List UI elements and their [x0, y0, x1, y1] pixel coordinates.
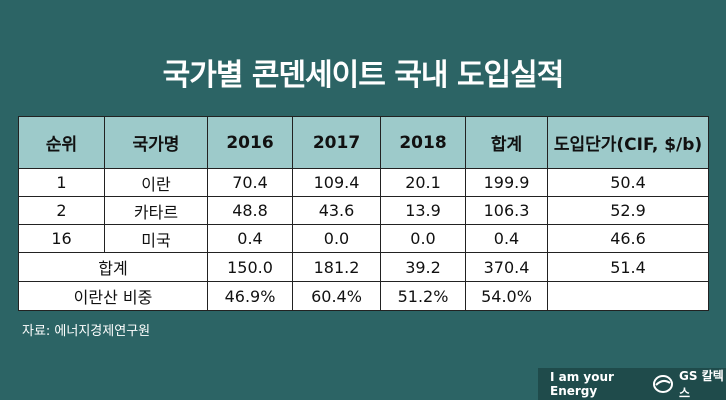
table-cell: 20.1: [380, 168, 466, 197]
table-cell: 0.0: [380, 224, 466, 253]
source-note: 자료: 에너지경제연구원: [22, 324, 151, 339]
brand-slogan: I am your Energy: [550, 370, 614, 398]
table-cell: 109.4: [292, 168, 381, 197]
table-cell: 46.9%: [207, 281, 293, 311]
table-row: 1 이란 70.4 109.4 20.1 199.9 50.4: [18, 168, 709, 197]
column-header: 2018: [380, 116, 466, 169]
column-header: 합계: [465, 116, 548, 169]
table-cell: 199.9: [465, 168, 548, 197]
table-cell: 0.4: [207, 224, 293, 253]
total-row: 합계 150.0 181.2 39.2 370.4 51.4: [18, 252, 709, 282]
table-cell: [547, 281, 709, 311]
header-row: 순위 국가명 2016 2017 2018 합계 도입단가(CIF, $/b): [18, 116, 709, 169]
table-row: 2 카타르 48.8 43.6 13.9 106.3 52.9: [18, 196, 709, 225]
table-cell: 이란: [104, 168, 208, 197]
column-header: 순위: [18, 116, 105, 169]
table-cell: 43.6: [292, 196, 381, 225]
table-cell: 70.4: [207, 168, 293, 197]
table-cell: 46.6: [547, 224, 709, 253]
table-cell: 2: [18, 196, 105, 225]
table-cell: 48.8: [207, 196, 293, 225]
page-title: 국가별 콘덴세이트 국내 도입실적: [162, 58, 565, 93]
table-cell: 51.2%: [380, 281, 466, 311]
share-label: 이란산 비중: [18, 281, 208, 311]
table-cell: 0.0: [292, 224, 381, 253]
column-header: 국가명: [104, 116, 208, 169]
table-cell: 13.9: [380, 196, 466, 225]
table-cell: 181.2: [292, 252, 381, 282]
total-label: 합계: [18, 252, 208, 282]
table-cell: 50.4: [547, 168, 709, 197]
table-cell: 카타르: [104, 196, 208, 225]
gs-logo-icon: [653, 375, 674, 393]
table-cell: 106.3: [465, 196, 548, 225]
table-cell: 39.2: [380, 252, 466, 282]
table-cell: 1: [18, 168, 105, 197]
brand-bar: I am your Energy GS 칼텍스: [538, 368, 726, 400]
table-cell: 0.4: [465, 224, 548, 253]
table-cell: 52.9: [547, 196, 709, 225]
share-row: 이란산 비중 46.9% 60.4% 51.2% 54.0%: [18, 281, 709, 311]
column-header: 도입단가(CIF, $/b): [547, 116, 709, 169]
table-cell: 150.0: [207, 252, 293, 282]
table-cell: 370.4: [465, 252, 548, 282]
table-row: 16 미국 0.4 0.0 0.0 0.4 46.6: [18, 224, 709, 253]
table-cell: 54.0%: [465, 281, 548, 311]
table-cell: 51.4: [547, 252, 709, 282]
import-table: 순위 국가명 2016 2017 2018 합계 도입단가(CIF, $/b) 1 이란 70.…: [18, 116, 709, 311]
table-cell: 16: [18, 224, 105, 253]
column-header: 2017: [292, 116, 381, 169]
column-header: 2016: [207, 116, 293, 169]
table-cell: 60.4%: [292, 281, 381, 311]
brand-logo-text: GS 칼텍스: [679, 369, 724, 400]
table-cell: 미국: [104, 224, 208, 253]
